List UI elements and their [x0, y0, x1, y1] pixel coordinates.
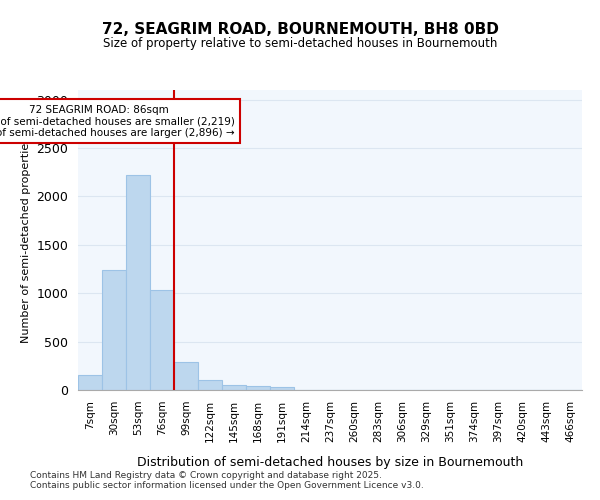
- Text: Contains HM Land Registry data © Crown copyright and database right 2025.
Contai: Contains HM Land Registry data © Crown c…: [30, 470, 424, 490]
- Y-axis label: Number of semi-detached properties: Number of semi-detached properties: [21, 137, 31, 343]
- Bar: [174, 362, 198, 390]
- Text: 72 SEAGRIM ROAD: 86sqm
← 43% of semi-detached houses are smaller (2,219)
  57% o: 72 SEAGRIM ROAD: 86sqm ← 43% of semi-det…: [0, 104, 235, 138]
- Bar: [150, 290, 174, 390]
- Bar: [78, 376, 102, 390]
- Bar: [270, 387, 294, 390]
- Text: Size of property relative to semi-detached houses in Bournemouth: Size of property relative to semi-detach…: [103, 38, 497, 51]
- Text: 72, SEAGRIM ROAD, BOURNEMOUTH, BH8 0BD: 72, SEAGRIM ROAD, BOURNEMOUTH, BH8 0BD: [101, 22, 499, 38]
- Bar: [222, 384, 246, 390]
- Bar: [126, 175, 150, 390]
- X-axis label: Distribution of semi-detached houses by size in Bournemouth: Distribution of semi-detached houses by …: [137, 456, 523, 468]
- Bar: [198, 380, 222, 390]
- Bar: [246, 386, 270, 390]
- Bar: [102, 270, 126, 390]
